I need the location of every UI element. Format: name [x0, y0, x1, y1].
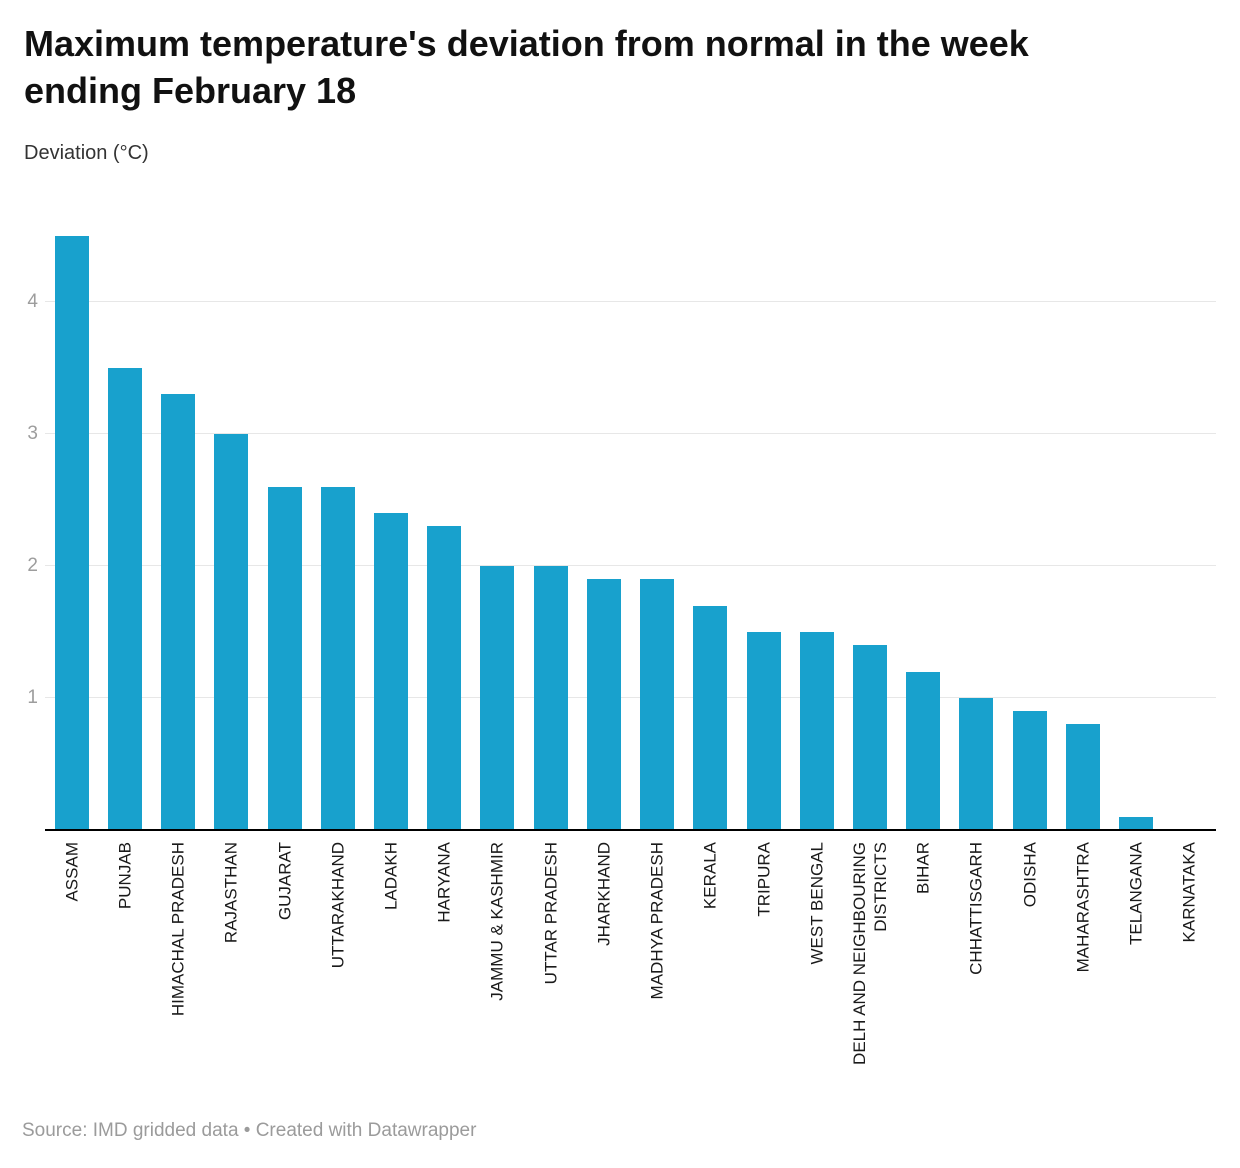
y-tick-label-2: 2 [27, 555, 38, 576]
x-label-karnataka: KARNATAKA [1179, 842, 1199, 943]
x-label-telangana: TELANGANA [1126, 842, 1146, 945]
x-label-himachal-pradesh: HIMACHAL PRADESH [168, 842, 188, 1017]
x-label-punjab: PUNJAB [115, 842, 135, 910]
gridline-2 [45, 565, 1216, 566]
y-tick-label-3: 3 [27, 423, 38, 444]
x-label-bihar: BIHAR [913, 842, 933, 894]
x-label-jammu-kashmir: JAMMU & KASHMIR [487, 842, 507, 1001]
chart-title-line-2: ending February 18 [24, 70, 357, 111]
x-label-tripura: TRIPURA [754, 842, 774, 917]
x-label-kerala: KERALA [700, 842, 720, 910]
gridline-3 [45, 433, 1216, 434]
source-note: Source: IMD gridded data • Created with … [22, 1120, 477, 1141]
bar-telangana [1119, 817, 1154, 830]
y-tick-label-4: 4 [27, 291, 38, 312]
bar-rajasthan [214, 434, 249, 830]
bar-haryana [427, 526, 462, 830]
bar-west-bengal [799, 632, 834, 830]
bar-delh-and-neighbouring-districts [853, 645, 888, 830]
x-label-chhattisgarh: CHHATTISGARH [966, 842, 986, 975]
bar-bihar [906, 672, 941, 830]
x-label-madhya-pradesh: MADHYA PRADESH [647, 842, 667, 1000]
bar-maharashtra [1065, 724, 1100, 830]
bar-jharkhand [586, 579, 621, 830]
bar-uttar-pradesh [533, 566, 568, 830]
x-label-uttarakhand: UTTARAKHAND [328, 842, 348, 969]
bar-uttarakhand [320, 487, 355, 830]
x-label-delh-and-neighbouring-districts: DELH AND NEIGHBOURING DISTRICTS [850, 842, 891, 1065]
bar-assam [54, 236, 89, 830]
x-label-odisha: ODISHA [1020, 842, 1040, 908]
chart-title: Maximum temperature's deviation from nor… [24, 20, 1194, 114]
x-label-rajasthan: RAJASTHAN [221, 842, 241, 944]
bar-odisha [1012, 711, 1047, 830]
x-label-assam: ASSAM [62, 842, 82, 902]
bar-chhattisgarh [959, 698, 994, 830]
x-label-jharkhand: JHARKHAND [594, 842, 614, 946]
bar-kerala [693, 606, 728, 830]
gridline-4 [45, 301, 1216, 302]
x-axis-line [45, 829, 1216, 831]
bar-punjab [107, 368, 142, 830]
bar-himachal-pradesh [161, 394, 196, 830]
x-label-maharashtra: MAHARASHTRA [1073, 842, 1093, 973]
bar-jammu-kashmir [480, 566, 515, 830]
bar-madhya-pradesh [640, 579, 675, 830]
chart-title-line-1: Maximum temperature's deviation from nor… [24, 23, 1029, 64]
x-label-haryana: HARYANA [434, 842, 454, 923]
chart-subtitle: Deviation (°C) [24, 142, 149, 164]
x-label-uttar-pradesh: UTTAR PRADESH [541, 842, 561, 985]
bar-gujarat [267, 487, 302, 830]
y-tick-label-1: 1 [27, 687, 38, 708]
x-label-ladakh: LADAKH [381, 842, 401, 911]
x-label-gujarat: GUJARAT [275, 842, 295, 921]
bar-tripura [746, 632, 781, 830]
bar-chart: 1 2 3 4 ASSAM PUNJAB HIMACHAL PRADESH RAJASTHAN… [24, 220, 1216, 1065]
bar-ladakh [373, 513, 408, 830]
x-label-west-bengal: WEST BENGAL [807, 842, 827, 965]
gridline-1 [45, 697, 1216, 698]
